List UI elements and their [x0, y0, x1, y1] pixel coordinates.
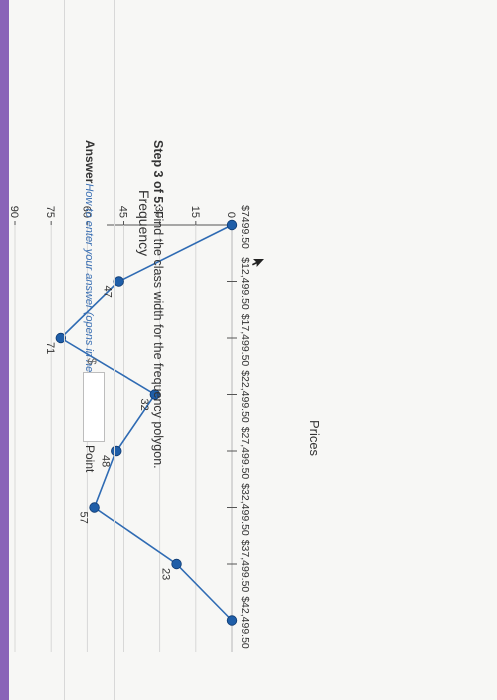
data-point — [111, 445, 122, 457]
data-label: 71 — [44, 342, 56, 354]
separator-line — [64, 0, 65, 700]
y-tick-label: 60 — [80, 206, 92, 218]
data-point — [113, 276, 124, 287]
y-tick-label: 30 — [153, 206, 165, 218]
x-tick-label: $32,499.50 — [239, 483, 251, 536]
data-point — [226, 219, 238, 231]
data-point — [55, 332, 67, 344]
y-tick-label: 75 — [44, 206, 56, 218]
y-tick-label: 15 — [189, 206, 201, 218]
data-label: 23 — [160, 568, 172, 580]
step-number: Step 3 of 5: — [151, 140, 165, 208]
data-point — [89, 502, 100, 513]
step-instruction: Step 3 of 5: Find the class width for th… — [151, 140, 165, 469]
data-point — [226, 615, 238, 626]
x-axis-title: Prices — [307, 420, 322, 457]
y-tick-label: 0 — [225, 212, 237, 218]
x-tick-label: $17,499.50 — [239, 314, 251, 367]
x-tick-label: $22,499.50 — [239, 370, 251, 423]
series-line — [59, 224, 233, 622]
x-tick-label: $42,499.50 — [239, 596, 251, 649]
separator-line — [114, 0, 115, 700]
answer-input[interactable] — [83, 372, 105, 442]
data-label: 47 — [102, 286, 114, 298]
y-tick-label: 45 — [117, 206, 129, 218]
data-point — [149, 389, 161, 400]
data-label: 48 — [99, 455, 111, 467]
data-label: 32 — [138, 399, 150, 411]
currency-symbol: $ — [85, 358, 99, 365]
data-point — [171, 558, 182, 570]
answer-label: Answer — [83, 140, 97, 184]
step-description: Find the class width for the frequency p… — [151, 207, 165, 469]
y-axis-title: Frequency — [136, 190, 152, 256]
accent-strip — [0, 0, 9, 700]
x-tick-label: $12,499.50 — [239, 257, 251, 310]
data-label: 57 — [78, 512, 90, 524]
y-tick-label: 90 — [8, 206, 20, 218]
x-tick-label: $7499.50 — [239, 205, 251, 249]
x-tick-label: $27,499.50 — [239, 427, 251, 480]
x-tick-label: $37,499.50 — [239, 540, 251, 593]
mouse-pointer-icon — [252, 259, 264, 267]
